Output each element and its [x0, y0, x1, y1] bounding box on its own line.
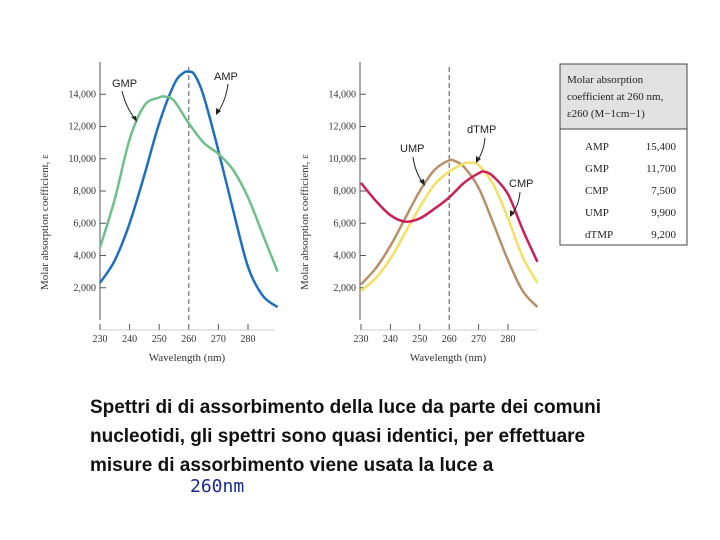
- ump-arrow-head: [419, 179, 425, 186]
- y-axis-title-b: Molar absorption coefficient, ε: [299, 154, 311, 290]
- x-tick-label-b: 230: [354, 334, 369, 345]
- axes-b: 2,000 4,000 6,000 8,000 10,000 12,000 14,000 23…: [329, 62, 537, 345]
- table-row-name: dTMP: [585, 229, 613, 241]
- x-axis-title-b: Wavelength (nm): [410, 352, 487, 364]
- x-tick-label-b: 280: [501, 334, 516, 345]
- table-rows: AMP 15,400 GMP 11,700 CMP 7,500 UMP 9,900 dTMP 9,…: [585, 141, 677, 241]
- x-tick-label-a: 270: [211, 334, 226, 345]
- absorption-table: Molar absorption coefficient at 260 nm, …: [559, 63, 688, 246]
- x-tick-label-a: 280: [241, 334, 256, 345]
- table-row-value: 9,200: [651, 229, 676, 241]
- caption-wavelength-value: 260nm: [190, 476, 245, 497]
- ump-pointer-arrow: [412, 156, 424, 184]
- y-tick-label-b: 10,000: [329, 154, 357, 165]
- x-tick-label-a: 240: [122, 334, 137, 345]
- y-tick-label-b: 4,000: [334, 251, 357, 262]
- gmp-arrow-head: [131, 116, 137, 122]
- table-title-line-2: coefficient at 260 nm,: [567, 91, 664, 103]
- y-tick-label-b: 6,000: [334, 218, 357, 229]
- dtmp-arrow-head: [476, 156, 481, 163]
- series-line-ump: [360, 158, 539, 308]
- series-line-gmp: [98, 95, 279, 273]
- cmp-arrow-head: [510, 210, 515, 217]
- y-tick-label-b: 2,000: [334, 283, 357, 294]
- table-body-box: [559, 128, 688, 246]
- series-group-a: [98, 70, 279, 309]
- caption-text: Spettri di di assorbimento della luce da…: [90, 397, 601, 476]
- table-row-value: 7,500: [651, 185, 676, 197]
- table-title-line-1: Molar absorption: [567, 74, 644, 86]
- y-tick-label-a: 4,000: [74, 251, 97, 262]
- y-axis-title-a: Molar absorption coefficient, ε: [39, 154, 51, 290]
- y-tick-label-a: 6,000: [74, 218, 97, 229]
- amp-arrow-head: [216, 108, 221, 115]
- gmp-pointer-arrow: [121, 90, 137, 121]
- dtmp-curve-label: dTMP: [467, 124, 496, 136]
- table-row-value: 9,900: [651, 207, 676, 219]
- x-tick-label-a: 260: [181, 334, 196, 345]
- dtmp-pointer-arrow: [477, 137, 486, 161]
- y-tick-label-a: 10,000: [69, 154, 97, 165]
- series-group-b: [360, 158, 539, 308]
- table-title-line-3: ε260 (M−1cm−1): [567, 108, 645, 120]
- chart-panel-a: Molar absorption coefficient, ε Waveleng…: [39, 62, 279, 364]
- table-row-value: 11,700: [646, 163, 676, 175]
- table-row-name: AMP: [585, 141, 609, 153]
- table-row-name: GMP: [585, 163, 609, 175]
- y-tick-label-a: 14,000: [69, 89, 97, 100]
- x-tick-label-b: 260: [442, 334, 457, 345]
- y-tick-label-a: 8,000: [74, 186, 97, 197]
- y-tick-label-b: 14,000: [329, 89, 357, 100]
- table-row-name: UMP: [585, 207, 609, 219]
- x-tick-label-b: 240: [383, 334, 398, 345]
- y-tick-label-b: 8,000: [334, 186, 357, 197]
- ump-curve-label: UMP: [400, 143, 424, 155]
- y-tick-label-a: 12,000: [69, 122, 97, 133]
- series-line-amp: [98, 70, 279, 309]
- table-row-name: CMP: [585, 185, 608, 197]
- table-row-value: 15,400: [646, 141, 677, 153]
- series-line-cmp: [360, 170, 539, 263]
- x-tick-label-a: 230: [93, 334, 108, 345]
- x-tick-label-b: 250: [412, 334, 427, 345]
- x-tick-label-b: 270: [471, 334, 486, 345]
- gmp-curve-label: GMP: [112, 78, 137, 90]
- y-tick-label-b: 12,000: [329, 122, 357, 133]
- y-tick-label-a: 2,000: [74, 283, 97, 294]
- series-line-dtmp: [360, 161, 539, 292]
- x-tick-label-a: 250: [152, 334, 167, 345]
- x-axis-title-a: Wavelength (nm): [149, 352, 226, 364]
- amp-pointer-arrow: [217, 83, 229, 113]
- axes-a: 2,000 4,000 6,000 8,000 10,000 12,000 14,000 23…: [69, 62, 275, 345]
- cmp-curve-label: CMP: [509, 178, 533, 190]
- chart-panel-b: Molar absorption coefficient, ε Waveleng…: [299, 62, 539, 364]
- amp-curve-label: AMP: [214, 71, 238, 83]
- table-header-box: [559, 63, 688, 130]
